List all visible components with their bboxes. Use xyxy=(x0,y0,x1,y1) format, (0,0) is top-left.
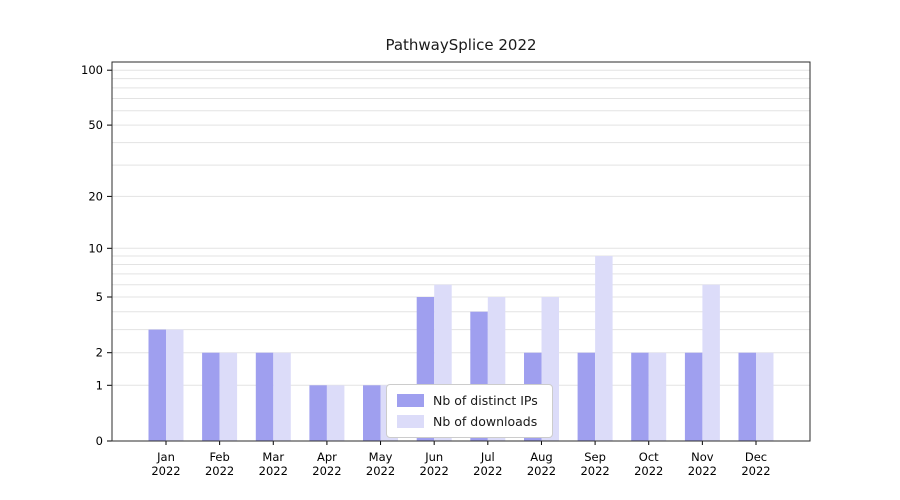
y-tick-label: 100 xyxy=(81,63,103,77)
x-tick-label-month: Mar xyxy=(262,450,284,464)
bar-distinct-ips xyxy=(255,352,274,441)
x-tick-label-year: 2022 xyxy=(580,464,609,478)
bar-downloads xyxy=(756,352,774,441)
x-tick-label-year: 2022 xyxy=(312,464,341,478)
legend-label-downloads: Nb of downloads xyxy=(433,414,538,429)
bar-distinct-ips xyxy=(738,352,756,441)
y-tick-label: 5 xyxy=(96,290,103,304)
bar-distinct-ips xyxy=(577,352,596,441)
x-tick-label-month: Jul xyxy=(480,450,495,464)
x-tick-label-year: 2022 xyxy=(527,464,556,478)
legend-swatch-downloads xyxy=(397,415,424,428)
bar-downloads xyxy=(273,352,291,441)
bar-distinct-ips xyxy=(148,329,166,441)
x-tick-label-month: Nov xyxy=(691,450,714,464)
bar-downloads xyxy=(648,352,667,441)
x-tick-label-month: Jun xyxy=(424,450,443,464)
x-tick-label-year: 2022 xyxy=(634,464,663,478)
y-tick-label: 20 xyxy=(88,189,103,203)
x-tick-label-year: 2022 xyxy=(473,464,502,478)
x-tick-label-month: Jan xyxy=(156,450,175,464)
x-tick-label-month: Aug xyxy=(530,450,552,464)
y-tick-label: 1 xyxy=(96,378,103,392)
bar-distinct-ips xyxy=(202,352,220,441)
legend-label-distinct-ips: Nb of distinct IPs xyxy=(433,393,538,408)
legend: Nb of distinct IPs Nb of downloads xyxy=(386,384,553,438)
x-tick-label-year: 2022 xyxy=(205,464,234,478)
bar-distinct-ips xyxy=(684,352,703,441)
y-tick-label: 50 xyxy=(88,118,103,132)
x-tick-label-month: May xyxy=(369,450,393,464)
y-tick-label: 2 xyxy=(96,346,103,360)
bar-downloads xyxy=(326,385,345,441)
bar-downloads xyxy=(595,256,613,441)
x-tick-label-month: Apr xyxy=(317,450,337,464)
x-tick-label-year: 2022 xyxy=(259,464,288,478)
chart-title: PathwaySplice 2022 xyxy=(385,36,537,54)
x-tick-label-month: Sep xyxy=(584,450,606,464)
y-tick-label: 0 xyxy=(96,434,103,448)
x-tick-label-year: 2022 xyxy=(688,464,717,478)
x-tick-label-year: 2022 xyxy=(151,464,180,478)
x-tick-label-month: Oct xyxy=(639,450,659,464)
x-tick-label-year: 2022 xyxy=(420,464,449,478)
x-tick-label-month: Dec xyxy=(745,450,767,464)
plot-border xyxy=(111,61,811,442)
legend-item-distinct-ips: Nb of distinct IPs xyxy=(397,393,538,408)
legend-item-downloads: Nb of downloads xyxy=(397,414,538,429)
x-tick-label-year: 2022 xyxy=(741,464,770,478)
x-tick-label-year: 2022 xyxy=(366,464,395,478)
bar-downloads xyxy=(702,284,720,441)
bar-downloads xyxy=(166,329,184,441)
bar-distinct-ips xyxy=(309,385,327,441)
legend-swatch-distinct-ips xyxy=(397,394,424,407)
x-tick-label-month: Feb xyxy=(209,450,229,464)
y-tick-label: 10 xyxy=(88,241,103,255)
bar-distinct-ips xyxy=(363,385,381,441)
bar-downloads xyxy=(219,352,238,441)
bar-distinct-ips xyxy=(631,352,649,441)
